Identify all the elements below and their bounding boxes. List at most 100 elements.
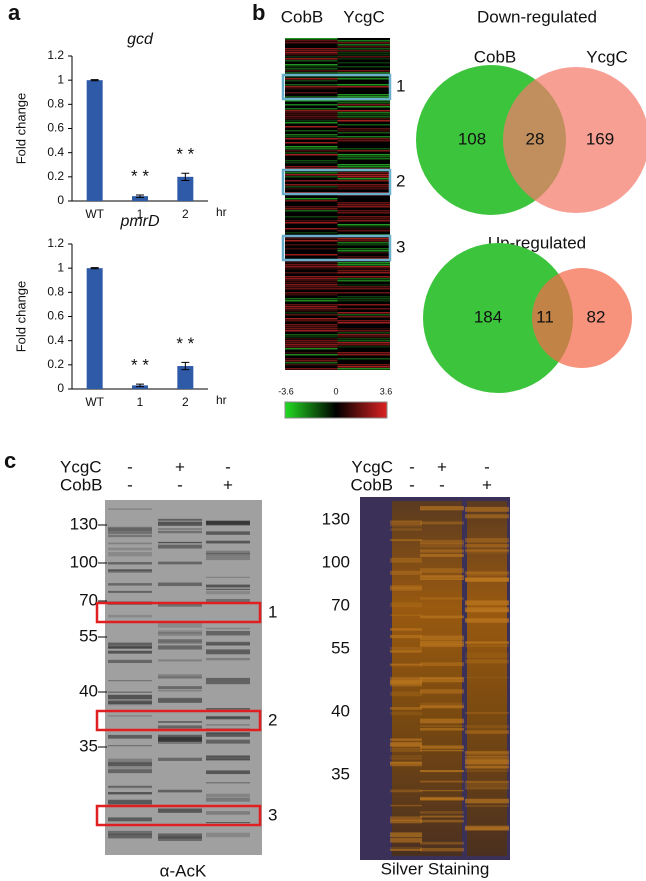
heatmap-cell (285, 38, 338, 40)
band (206, 680, 250, 685)
heatmap-cell (285, 254, 338, 256)
band (420, 702, 464, 708)
heatmap-cell (285, 136, 338, 138)
heatmap-cell (337, 72, 390, 74)
band (158, 630, 202, 634)
heatmap-cell (337, 252, 390, 254)
band (108, 817, 152, 822)
significance: * * (176, 334, 194, 353)
band (158, 544, 202, 549)
bar (86, 268, 103, 389)
heatmap-cell (285, 76, 338, 78)
heatmap-cell (337, 322, 390, 324)
significance: * * (176, 145, 194, 164)
band (108, 694, 152, 700)
heatmap-cell (285, 248, 338, 250)
band (206, 550, 250, 555)
heatmap-cell (337, 174, 390, 176)
band (158, 518, 202, 524)
band (108, 569, 152, 572)
heatmap-cell (337, 164, 390, 166)
band (206, 531, 250, 535)
band (390, 539, 434, 542)
y-axis-label: Fold change (13, 281, 28, 353)
y-axis-label: Fold change (13, 93, 28, 165)
box-label: 1 (396, 76, 405, 95)
heatmap-cell (285, 108, 338, 110)
band (158, 757, 202, 761)
band (206, 677, 250, 681)
venn-count: 108 (458, 129, 486, 148)
heatmap-cell (285, 116, 338, 118)
heatmap-cell (285, 52, 338, 54)
significance: * * (131, 356, 149, 375)
heatmap-cell (285, 318, 338, 320)
heatmap-cell (337, 338, 390, 340)
box-label: 2 (396, 171, 405, 190)
x-tick-label: 2 (182, 395, 189, 409)
marker-label: 130 (322, 509, 350, 528)
heatmap-cell (285, 118, 338, 120)
heatmap-cell (337, 256, 390, 258)
band (390, 628, 434, 631)
band (390, 663, 434, 667)
band (206, 644, 250, 646)
band (465, 573, 509, 577)
band (420, 635, 464, 641)
band (390, 741, 434, 747)
heatmap-cell (337, 84, 390, 86)
heatmap-cell (337, 166, 390, 168)
error-bar (181, 361, 190, 371)
heatmap-cell (285, 240, 338, 242)
band (390, 691, 434, 697)
heatmap-cell (285, 330, 338, 332)
heatmap-cell (337, 116, 390, 118)
band (108, 694, 152, 700)
treatment-sign: - (177, 475, 183, 494)
band (390, 707, 434, 710)
heatmap-cell (337, 94, 390, 96)
band (206, 715, 250, 719)
band (108, 552, 152, 557)
heatmap-cell (337, 332, 390, 334)
treatment-sign: - (484, 457, 490, 476)
set-label: YcgC (586, 47, 628, 66)
band (420, 725, 464, 727)
heatmap-cell (337, 264, 390, 266)
band (465, 609, 509, 613)
heatmap-cell (285, 286, 338, 288)
heatmap-cell (285, 220, 338, 222)
heatmap-cell (285, 92, 338, 94)
heatmap-cell (337, 114, 390, 116)
band (158, 659, 202, 662)
band (465, 769, 509, 773)
band (158, 697, 202, 699)
heatmap-cell (337, 270, 390, 272)
band (420, 662, 464, 667)
heatmap-cell (337, 78, 390, 80)
band (420, 705, 464, 709)
band (390, 557, 434, 563)
band (390, 522, 434, 525)
heatmap-cell (285, 294, 338, 296)
band (206, 641, 250, 646)
heatmap-cell (285, 244, 338, 246)
heatmap-cell (337, 354, 390, 356)
row-label: YcgC (351, 457, 393, 476)
band (108, 534, 152, 538)
heatmap-cell (285, 364, 338, 366)
band (390, 837, 434, 843)
scale-label: -3.6 (278, 386, 294, 396)
marker-label: 35 (79, 736, 98, 755)
band (206, 540, 250, 544)
heatmap-cell (285, 40, 338, 42)
band (390, 789, 434, 793)
venn-count: 184 (474, 307, 502, 326)
bar (132, 385, 148, 389)
band (158, 640, 202, 643)
y-tick-label: 1 (57, 72, 64, 86)
treatment-sign: - (409, 475, 415, 494)
y-tick-label: 0 (57, 193, 64, 207)
heatmap-cell (285, 54, 338, 56)
heatmap-cell (285, 160, 338, 162)
